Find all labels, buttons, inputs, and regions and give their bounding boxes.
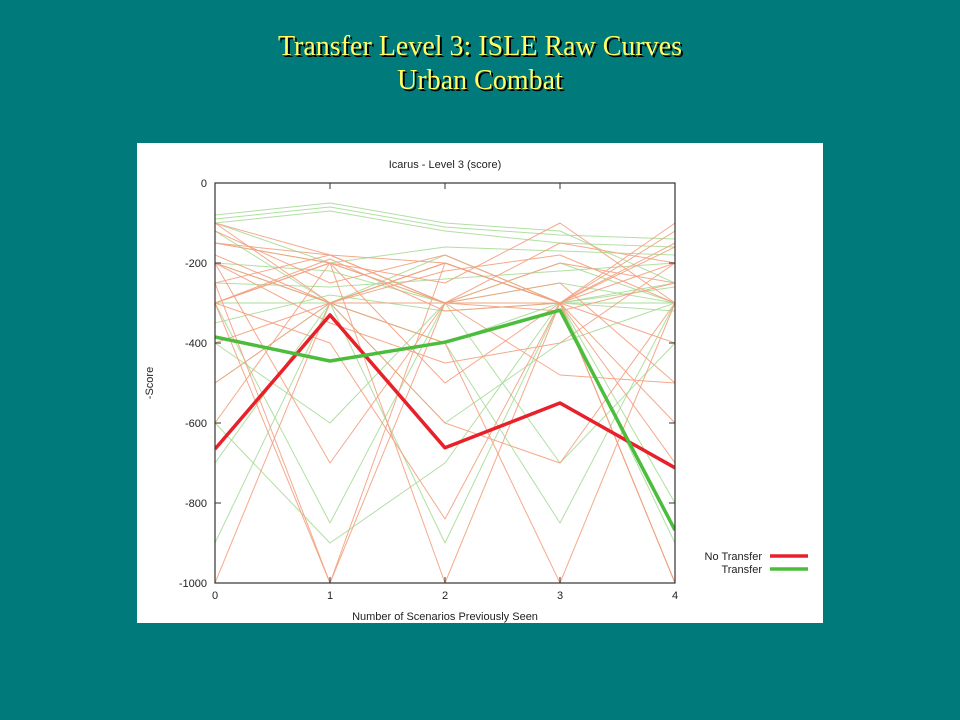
raw-curve-transfer [215,210,675,248]
y-tick-label: -1000 [179,578,207,590]
raw-curve-no-transfer [215,230,675,304]
slide-title-line2: Urban Combat [397,65,563,96]
raw-curve-no-transfer [215,242,675,312]
raw-curve-transfer [215,206,675,240]
series-line-transfer [215,308,675,532]
y-tick-label: -400 [185,338,207,350]
series-line-no-transfer [215,313,675,470]
raw-curve-no-transfer [215,262,675,364]
x-tick-label: 3 [557,590,563,602]
raw-curve-transfer [215,242,675,264]
raw-curve-no-transfer [215,282,675,583]
raw-curve-transfer [215,302,675,524]
raw-curve-no-transfer [215,302,675,464]
legend-label: Transfer [721,564,762,576]
slide-title: Transfer Level 3: ISLE Raw Curves Urban … [0,30,960,98]
chart-panel: Icarus - Level 3 (score) Number of Scena… [137,143,823,623]
y-tick-label: -200 [185,258,207,270]
x-tick-label: 0 [212,590,218,602]
raw-curve-transfer [215,302,675,544]
raw-curve-no-transfer [215,262,675,583]
x-tick-label: 2 [442,590,448,602]
x-tick-label: 4 [672,590,678,602]
y-tick-label: 0 [201,178,207,190]
raw-curve-no-transfer [215,246,675,312]
raw-curve-transfer [215,262,675,288]
y-tick-label: -800 [185,498,207,510]
raw-curve-no-transfer [215,302,675,583]
x-axis-label: Number of Scenarios Previously Seen [352,611,538,623]
chart-title: Icarus - Level 3 (score) [389,159,501,171]
y-axis-label: -Score [144,367,156,399]
raw-curve-transfer [215,302,675,504]
raw-curve-no-transfer [215,254,675,304]
slide-title-line1: Transfer Level 3: ISLE Raw Curves [277,31,683,62]
raw-curve-transfer [215,302,675,583]
legend-label: No Transfer [705,551,763,563]
score-chart: Icarus - Level 3 (score) Number of Scena… [144,159,808,623]
y-tick-label: -600 [185,418,207,430]
raw-curve-transfer [215,202,675,284]
x-tick-label: 1 [327,590,333,602]
